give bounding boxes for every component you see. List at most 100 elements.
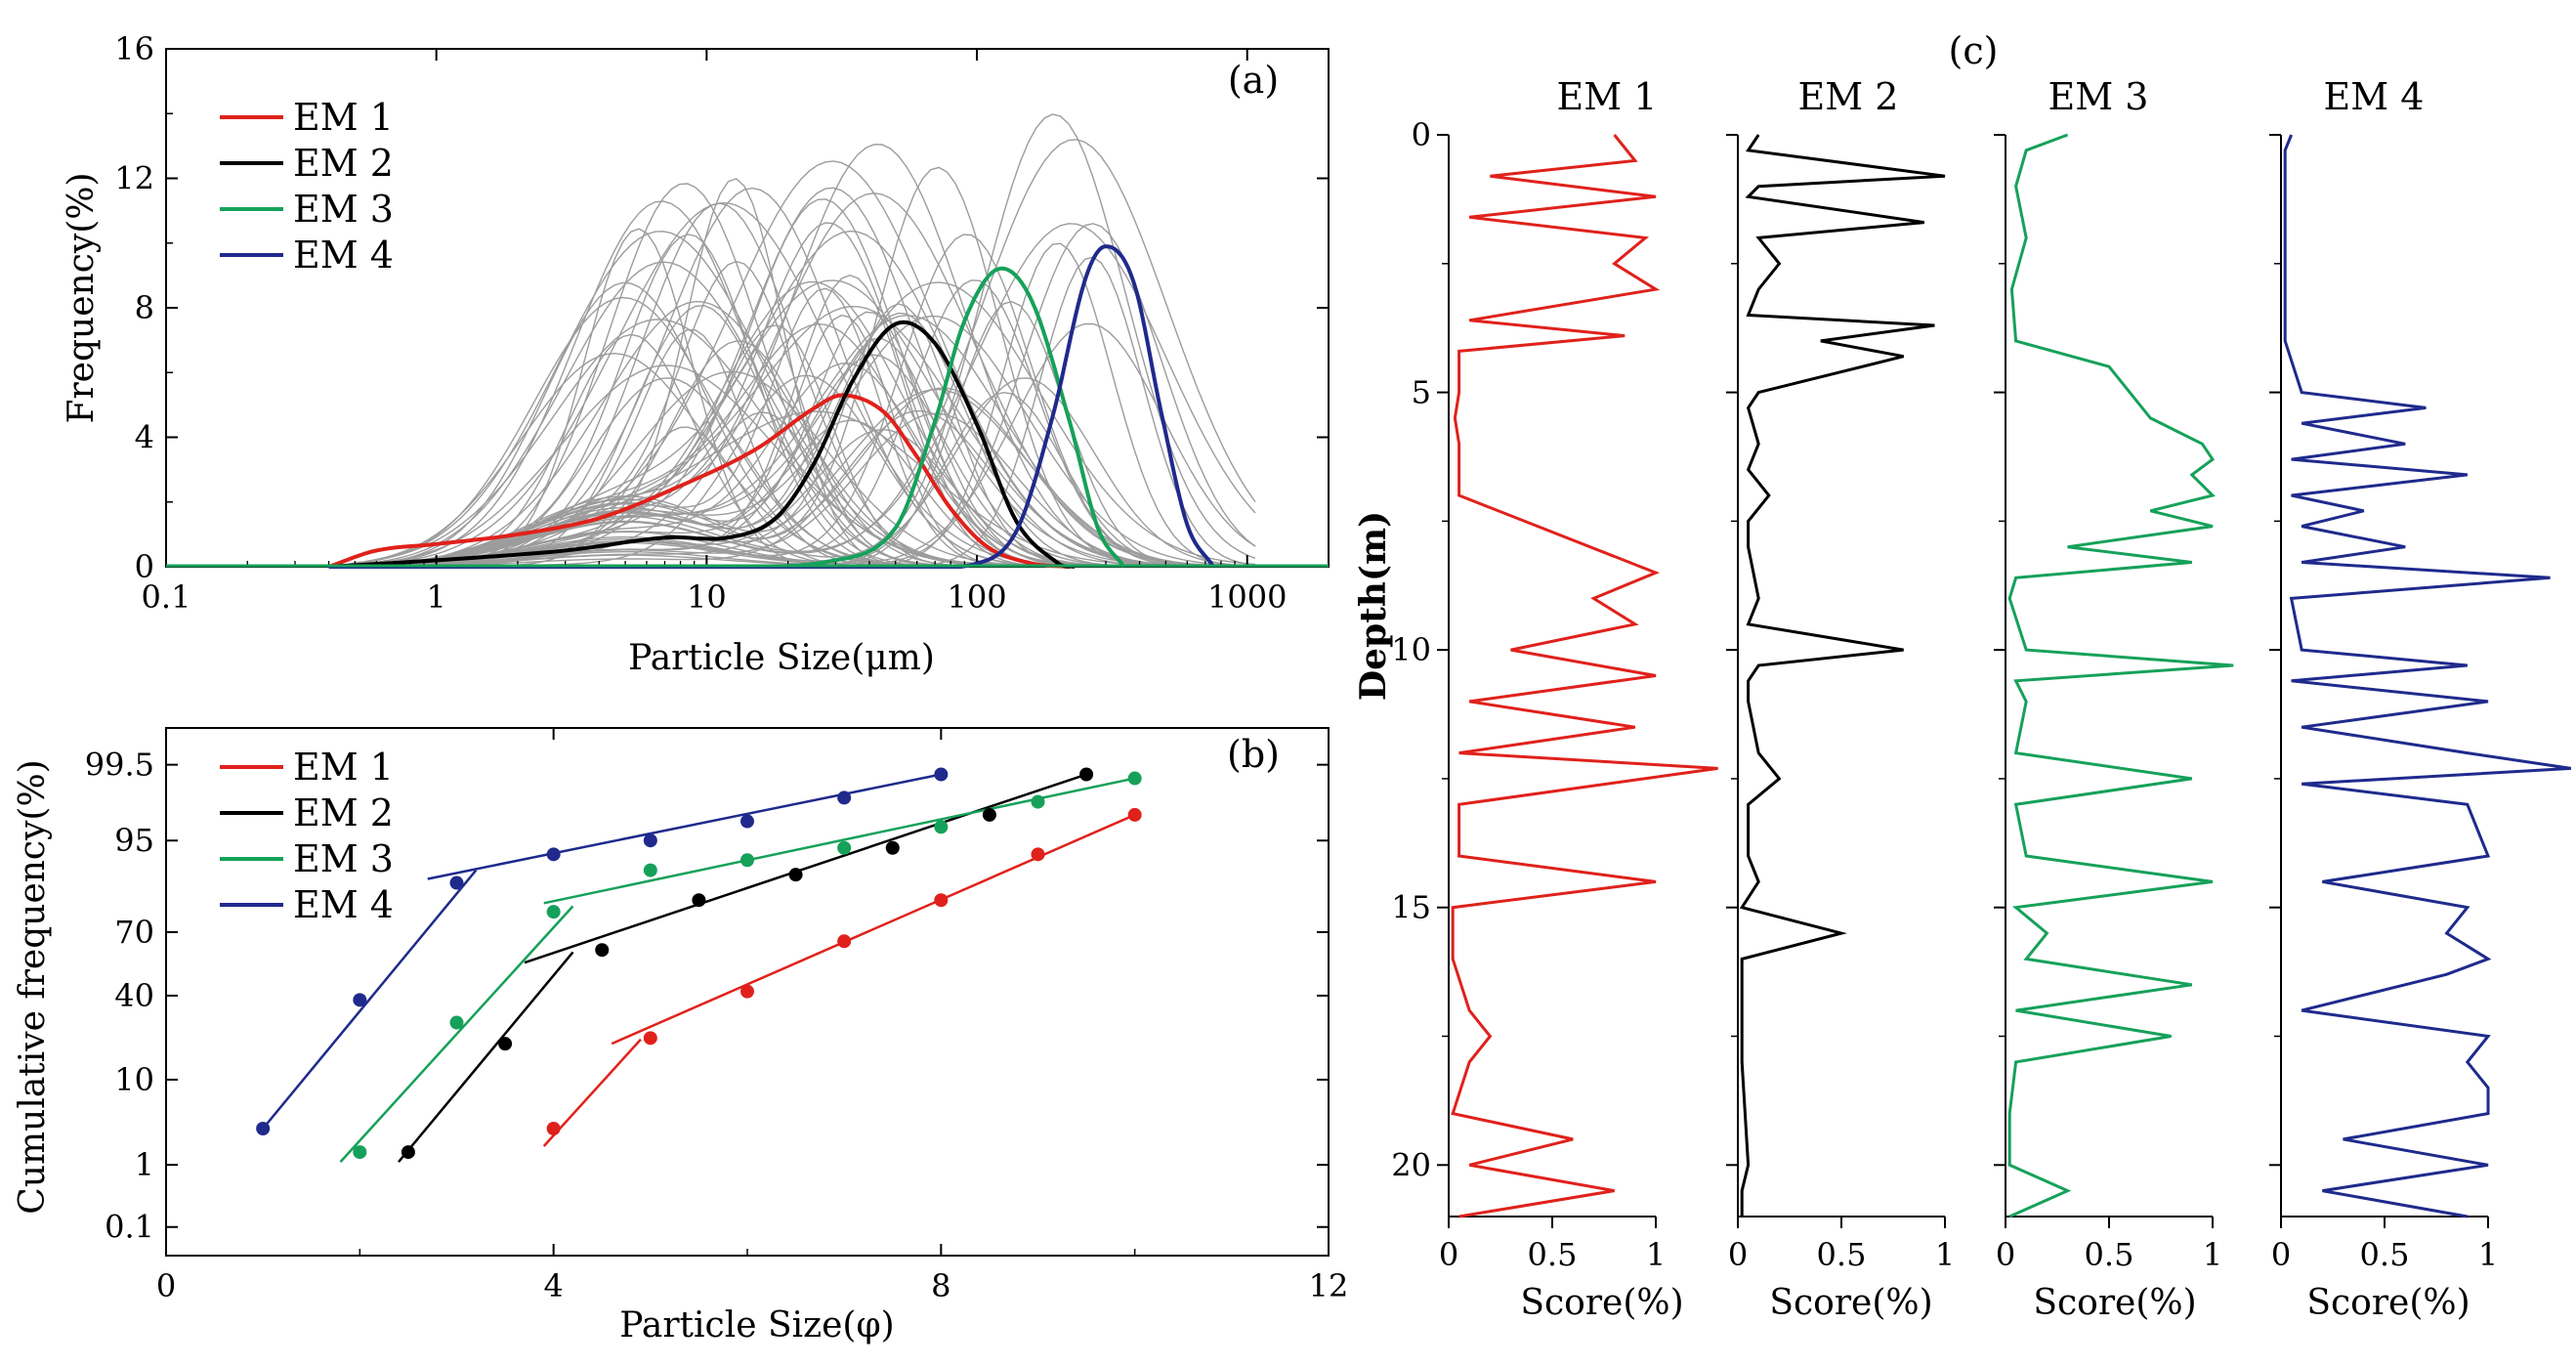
panel-a-ylabel: Frequency(%) [62,172,102,423]
panel-a-label: (a) [1228,59,1279,102]
legend-label: EM 3 [293,837,394,880]
y-tick-label: 0 [1412,116,1431,153]
data-point [885,840,900,855]
x-tick-label: 1 [1935,1236,1955,1273]
sample-curve [322,426,1255,568]
data-point [934,767,949,782]
x-tick-label: 1 [2478,1236,2498,1273]
data-point [449,876,464,890]
x-tick-label: 100 [947,578,1006,616]
y-tick-label: 16 [114,30,154,67]
x-tick-label: 0 [1439,1236,1458,1273]
series-em2 [328,320,1076,569]
x-axis-label: Score(%) [2033,1283,2196,1323]
sample-curve [322,187,1255,568]
data-point [1031,847,1045,862]
data-point [643,1031,657,1046]
x-tick-label: 1 [426,578,445,616]
score-profile [2283,134,2572,1218]
data-point [1127,771,1142,786]
legend-label: EM 2 [293,791,394,834]
data-point [498,1037,513,1051]
fit-line [398,951,574,1163]
y-tick-label: 1 [135,1146,154,1183]
fit-line [427,773,942,880]
data-point [256,1121,271,1135]
x-tick-label: 0.5 [1528,1236,1578,1273]
data-point [546,1121,561,1135]
score-profile [1451,134,1718,1218]
subplot-em1: EM 1 0 5 10 15 20 0 0.5 1 Score(%) [1391,75,1718,1323]
y-tick-label: 4 [135,419,154,456]
data-point [546,905,561,919]
y-tick-label: 0 [135,548,154,585]
data-point [934,893,949,908]
y-tick-label: 20 [1391,1146,1431,1183]
panel-b-ylabel: Cumulative frequency(%) [13,759,53,1214]
data-point [643,833,657,848]
y-tick-label: 10 [1391,631,1431,668]
x-tick-label: 0.5 [2085,1236,2134,1273]
subplot-title: EM 1 [1557,75,1658,118]
x-tick-label: 4 [543,1267,563,1304]
x-tick-label: 12 [1309,1267,1349,1304]
data-point [643,863,657,877]
subplot-title: EM 3 [2048,75,2149,118]
sample-curve [322,144,1255,568]
x-axis-label: Score(%) [1769,1283,1932,1323]
legend-label: EM 2 [293,142,394,185]
subplot-title: EM 2 [1798,75,1899,118]
x-axis-label: Score(%) [2306,1283,2470,1323]
panel-c-label: (c) [1949,29,1999,72]
data-point [740,814,754,829]
y-tick-label: 0.1 [105,1209,154,1246]
sample-curve [322,300,1255,568]
data-point [837,790,852,805]
data-point [595,943,610,958]
y-tick-label: 95 [114,822,154,859]
score-profile [2007,133,2234,1218]
x-tick-label: 0.5 [2360,1236,2410,1273]
data-point [788,868,803,882]
data-point [1127,807,1142,822]
y-tick-label: 99.5 [85,747,154,784]
legend-label: EM 4 [293,883,394,926]
data-point [449,1015,464,1030]
panel-b: 0.1 1 10 40 70 95 99.5 0 4 8 12 EM 1EM 2EM 3EM 4 [85,727,1349,1304]
sample-curve [322,410,1256,568]
data-point [837,934,852,949]
x-tick-label: 0 [2271,1236,2291,1273]
background-curves [322,113,1256,568]
sample-curve [322,166,1255,568]
panel-a: 0 4 8 12 16 0.1 1 10 100 1000 EM 1EM 2EM 3EM 4 [114,30,1330,616]
x-tick-label: 0 [156,1267,176,1304]
panel-b-xlabel: Particle Size(φ) [619,1305,894,1346]
y-tick-label: 40 [114,977,154,1014]
data-point [1031,794,1045,809]
fit-line [611,813,1136,1046]
score-profile [1739,134,1946,1217]
data-point [837,840,852,855]
data-point [353,993,367,1007]
y-tick-label: 15 [1391,889,1431,926]
data-point [353,1145,367,1160]
x-tick-label: 8 [931,1267,950,1304]
data-point [982,807,996,822]
x-tick-label: 0.5 [1817,1236,1867,1273]
data-point [1079,767,1094,782]
panel-c-ylabel: Depth(m) [1353,511,1394,701]
y-tick-label: 12 [114,160,154,197]
x-tick-label: 1 [1646,1236,1666,1273]
y-tick-label: 8 [135,289,154,326]
data-point [934,820,949,834]
legend-label: EM 1 [293,746,394,789]
x-tick-label: 1000 [1207,578,1287,616]
x-tick-label: 0 [1996,1236,2015,1273]
x-tick-label: 0.1 [142,578,191,616]
y-tick-label: 5 [1412,374,1431,411]
sample-curve [322,223,1256,568]
subplot-title: EM 4 [2324,75,2425,118]
